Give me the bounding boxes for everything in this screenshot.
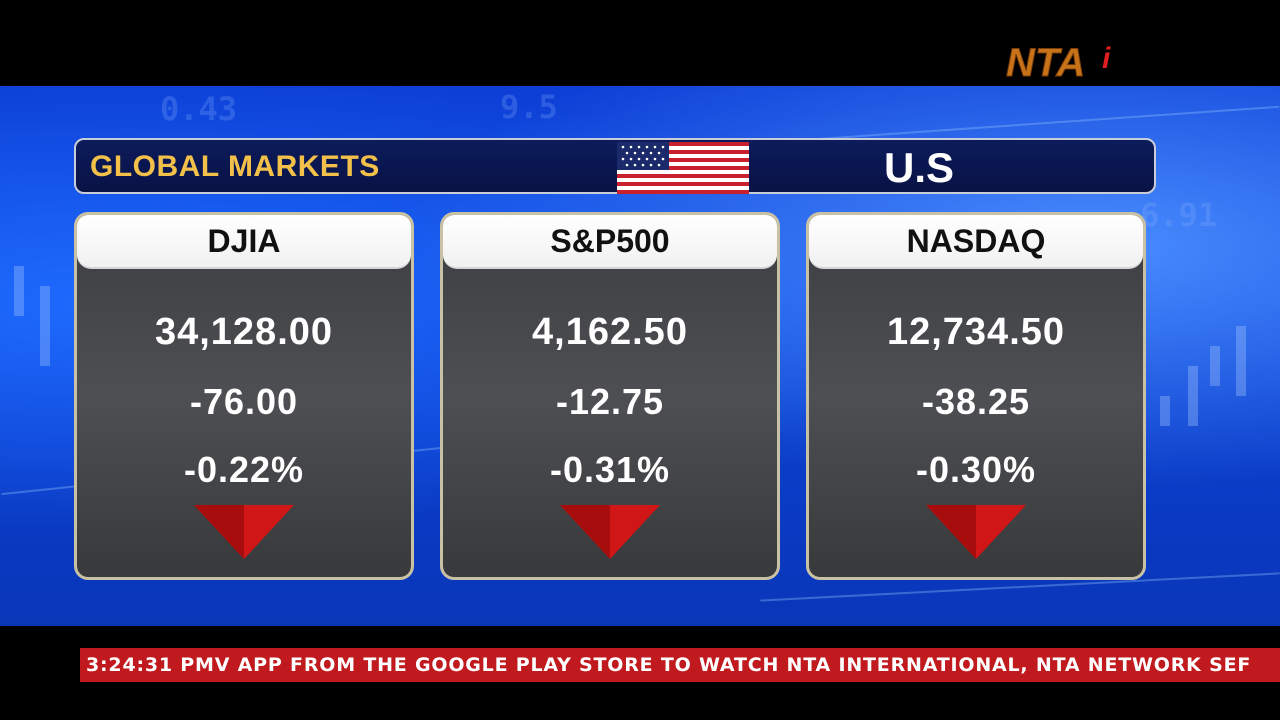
down-arrow-icon bbox=[560, 505, 660, 559]
header-title: GLOBAL MARKETS bbox=[90, 150, 380, 183]
global-markets-header: GLOBAL MARKETS U.S bbox=[74, 138, 1156, 194]
header-country: U.S bbox=[884, 144, 955, 191]
nta-logo: NTA i bbox=[1006, 41, 1112, 85]
ticker-text: 3:24:31 PMV APP FROM THE GOOGLE PLAY STO… bbox=[86, 654, 1252, 676]
market-price: 12,734.50 bbox=[886, 311, 1066, 353]
down-arrow-icon bbox=[926, 505, 1026, 559]
market-card-djia: DJIA 34,128.00 -76.00 -0.22% bbox=[74, 212, 414, 580]
us-flag-icon bbox=[617, 142, 749, 194]
market-percent: -0.30% bbox=[915, 449, 1037, 490]
market-card-nasdaq: NASDAQ 12,734.50 -38.25 -0.30% bbox=[806, 212, 1146, 580]
market-card-sp500: S&P500 4,162.50 -12.75 -0.31% bbox=[440, 212, 780, 580]
market-change: -38.25 bbox=[921, 381, 1031, 422]
svg-text:NTA: NTA bbox=[1006, 41, 1085, 84]
news-ticker: 3:24:31 PMV APP FROM THE GOOGLE PLAY STO… bbox=[80, 648, 1280, 682]
market-percent: -0.31% bbox=[549, 449, 671, 490]
market-name: NASDAQ bbox=[809, 215, 1143, 269]
svg-text:i: i bbox=[1102, 42, 1111, 75]
market-change: -76.00 bbox=[189, 381, 299, 422]
market-name: DJIA bbox=[77, 215, 411, 269]
market-name: S&P500 bbox=[443, 215, 777, 269]
market-change: -12.75 bbox=[555, 381, 665, 422]
down-arrow-icon bbox=[194, 505, 294, 559]
market-price: 4,162.50 bbox=[532, 311, 688, 353]
market-price: 34,128.00 bbox=[154, 311, 334, 353]
market-percent: -0.22% bbox=[183, 449, 305, 490]
